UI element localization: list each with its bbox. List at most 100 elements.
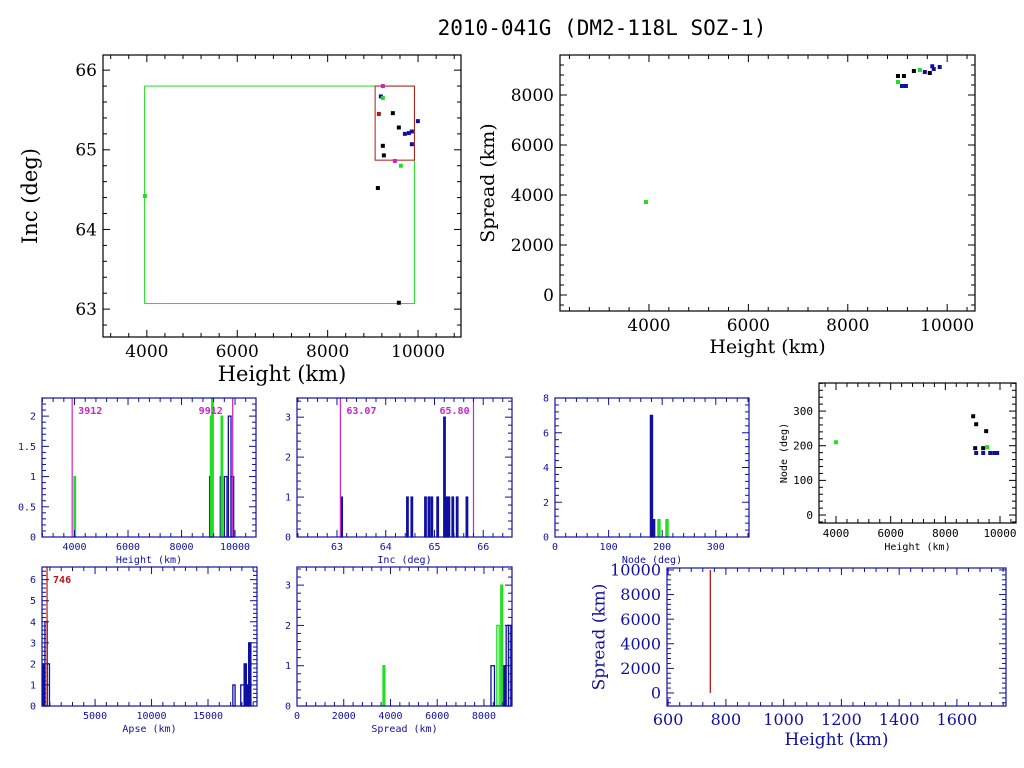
x-tick-label: 0 (552, 542, 558, 553)
histogram-bar (73, 475, 77, 538)
y-tick-label: 200 (793, 440, 813, 453)
histogram-bar (430, 496, 434, 538)
axes-frame (102, 54, 462, 338)
x-tick-label: 8000 (826, 316, 869, 336)
data-point (380, 143, 385, 148)
y-tick-label: 1 (30, 472, 36, 483)
data-point (406, 131, 411, 136)
y-tick-label: 1 (285, 493, 291, 504)
x-tick-label: 10000 (391, 342, 445, 362)
data-point (981, 446, 986, 451)
data-point (930, 64, 935, 69)
x-tick-label: 8000 (169, 542, 193, 553)
y-tick-label: 8000 (511, 86, 554, 106)
limit-label: 746 (53, 575, 71, 586)
x-tick-label: 800 (711, 710, 742, 729)
limit-label: 9912 (199, 406, 223, 417)
data-point (390, 111, 395, 116)
y-axis-label: Spread (km) (477, 123, 499, 242)
y-tick-label: 300 (793, 405, 813, 418)
x-axis-label: Height (km) (784, 730, 888, 750)
y-tick-label: 0 (543, 286, 554, 306)
y-tick-label: 0 (30, 702, 36, 713)
histogram-bar (223, 475, 228, 538)
limit-label: 65.80 (439, 406, 469, 417)
data-point (974, 451, 979, 455)
x-axis-label: Height (km) (884, 542, 950, 553)
panel-hist-apse: 746 5000 10000 15000 0 1 2 3 4 5 6 Apse (km) (30, 566, 258, 735)
histogram-bar (424, 496, 427, 538)
y-axis-label: Spread (km) (590, 584, 610, 691)
x-axis-label: Height (km) (709, 336, 825, 358)
y-tick-label: 0 (285, 533, 291, 544)
y-tick-label: 64 (75, 220, 97, 240)
selection-box-green (144, 85, 415, 305)
histogram-bar (652, 518, 656, 538)
y-tick-label: 65 (75, 141, 97, 161)
x-tick-label: 8000 (472, 711, 496, 722)
data-point (899, 84, 904, 88)
panel-hist-spread: 0 2000 4000 6000 8000 0 1 2 3 Spread (km) (285, 566, 513, 735)
histogram-bar (382, 665, 386, 707)
x-tick-label: 6000 (727, 316, 770, 336)
data-point (903, 84, 908, 88)
figure-title: 2010-041G (DM2-118L SOZ-1) (437, 16, 767, 40)
x-tick-label: 6000 (116, 542, 140, 553)
limit-label: 63.07 (346, 406, 376, 417)
x-tick-label: 0 (294, 711, 300, 722)
panel-hist-inc: 63.07 65.80 63 64 65 66 0 1 2 3 Inc (deg) (285, 397, 513, 566)
data-point (396, 125, 401, 130)
data-point (981, 451, 986, 455)
axes-frame (666, 567, 1007, 707)
y-axis-label: Node (deg) (779, 423, 790, 483)
y-tick-label: 8000 (620, 585, 661, 604)
x-tick-label: 15000 (193, 711, 223, 722)
histogram-bar (447, 496, 451, 538)
y-tick-label: 66 (75, 61, 97, 81)
x-axis-label: Inc (deg) (377, 555, 431, 566)
y-tick-label: 3 (285, 581, 291, 592)
data-point (922, 70, 927, 74)
y-tick-label: 1.5 (18, 442, 36, 453)
limit-label: 3912 (78, 406, 102, 417)
x-tick-label: 64 (380, 542, 392, 553)
y-tick-label: 3 (285, 413, 291, 424)
histogram-bar (490, 665, 496, 707)
x-axis-label: Height (km) (116, 555, 182, 566)
x-tick-label: 10000 (983, 527, 1016, 540)
y-tick-label: 8 (543, 394, 549, 405)
axes-frame (296, 566, 513, 707)
y-tick-label: 0 (285, 702, 291, 713)
x-tick-label: 6000 (425, 711, 449, 722)
data-point (917, 68, 922, 72)
x-tick-label: 4000 (378, 711, 402, 722)
histogram-bar (451, 496, 455, 538)
histogram-bar (211, 397, 214, 538)
x-axis-label: Spread (km) (371, 724, 437, 735)
panel-spread-height-low: 600 800 1000 1200 1400 1600 0 2000 4000 6000 8000 1… (590, 561, 1007, 750)
data-point (375, 186, 380, 191)
axes-frame (296, 397, 513, 538)
histogram-bar (427, 496, 431, 538)
histogram-bar (445, 496, 448, 538)
x-tick-label: 8000 (932, 527, 959, 540)
y-tick-label: 63 (75, 300, 97, 320)
y-tick-label: 1 (30, 680, 36, 691)
data-point (931, 67, 936, 71)
histogram-bar (657, 518, 661, 538)
y-tick-label: 5 (30, 596, 36, 607)
y-tick-label: 6000 (511, 136, 554, 156)
histogram-bar (436, 496, 440, 538)
data-point (988, 451, 993, 455)
x-tick-label: 100 (600, 542, 618, 553)
x-tick-label: 10000 (136, 711, 166, 722)
y-tick-label: 2 (543, 498, 549, 509)
y-tick-label: 2 (30, 659, 36, 670)
x-tick-label: 65 (428, 542, 440, 553)
data-point (380, 96, 385, 101)
y-tick-label: 2 (285, 453, 291, 464)
x-tick-label: 1200 (821, 710, 862, 729)
y-tick-label: 0 (543, 533, 549, 544)
panel-hist-height: 3912 9912 4000 6000 8000 10000 0 0.5 1 1.5 2 Height… (18, 397, 257, 566)
x-tick-label: 6000 (216, 342, 259, 362)
